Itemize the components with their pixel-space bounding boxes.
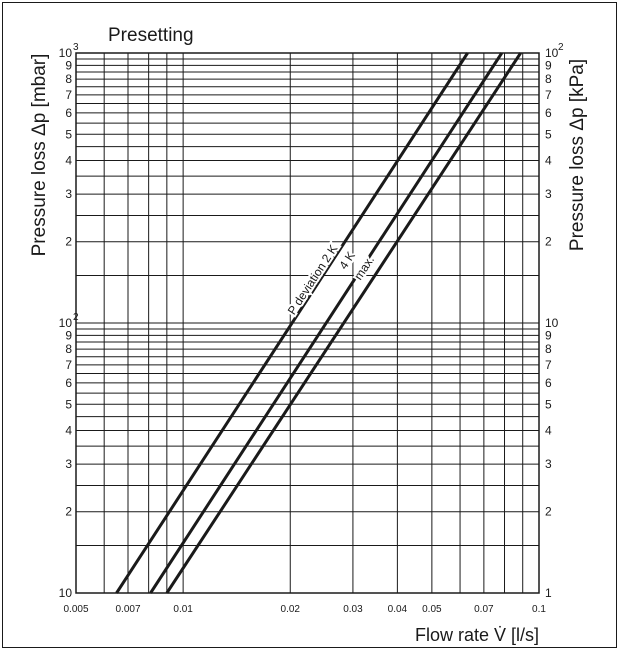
- y-tick-label-right: 7: [545, 358, 552, 372]
- y-tick-label-left: 10: [59, 586, 73, 600]
- y-axis-label-right: Pressure loss Δp [kPa]: [567, 59, 588, 251]
- y-tick-label-right: 4: [545, 153, 552, 167]
- y-tick-label-right: 10: [545, 316, 559, 330]
- y-tick-label-right: 2: [545, 505, 552, 519]
- y-tick-label-left: 7: [65, 88, 72, 102]
- x-tick-label: 0.03: [343, 604, 363, 615]
- y-tick-label-left: 6: [65, 376, 72, 390]
- x-tick-label: 0.04: [388, 604, 408, 615]
- y-tick-label-left: 2: [65, 505, 72, 519]
- y-tick-label-right: 2: [545, 235, 552, 249]
- y-tick-label-right: 10: [545, 46, 559, 60]
- y-tick-label-left: 3: [65, 187, 72, 201]
- y-exponent-left: 2: [73, 312, 79, 323]
- y-tick-label-right: 7: [545, 88, 552, 102]
- x-tick-label: 0.07: [474, 604, 494, 615]
- y-tick-label-right: 3: [545, 457, 552, 471]
- y-tick-label-right: 9: [545, 328, 552, 342]
- y-tick-label-left: 10: [59, 46, 73, 60]
- y-tick-label-left: 3: [65, 457, 72, 471]
- y-exponent-left: 3: [73, 42, 79, 53]
- y-axis-label-left: Pressure loss Δp [mbar]: [29, 54, 50, 257]
- y-tick-label-left: 4: [65, 153, 72, 167]
- y-tick-label-left: 2: [65, 235, 72, 249]
- y-tick-label-right: 3: [545, 187, 552, 201]
- y-tick-label-left: 5: [65, 397, 72, 411]
- y-tick-label-right: 6: [545, 106, 552, 120]
- y-exponent-right: 2: [558, 42, 564, 53]
- y-tick-label-left: 5: [65, 127, 72, 141]
- tick-labels: 0.005 0.007 0.01 0.02 0.03 0.04 0.05 0.07 0.1102…: [59, 42, 564, 615]
- series-label: P deviation 2 K: [285, 242, 341, 317]
- x-axis-label: Flow rate V̇ [l/s]: [415, 625, 539, 645]
- x-tick-label: 0.01: [173, 604, 193, 615]
- series-line: [149, 52, 504, 594]
- x-tick-label: 0.005: [63, 604, 88, 615]
- y-tick-label-right: 1: [545, 586, 552, 600]
- chart-title: Presetting: [108, 25, 194, 46]
- y-tick-label-right: 8: [545, 72, 552, 86]
- y-tick-label-left: 4: [65, 423, 72, 437]
- y-tick-label-left: 7: [65, 358, 72, 372]
- y-tick-label-left: 8: [65, 72, 72, 86]
- series-line: [165, 52, 522, 594]
- y-tick-label-right: 5: [545, 397, 552, 411]
- y-tick-label-right: 6: [545, 376, 552, 390]
- y-tick-label-left: 8: [65, 342, 72, 356]
- series-line: [115, 52, 469, 594]
- y-tick-label-right: 8: [545, 342, 552, 356]
- x-tick-label: 0.02: [281, 604, 301, 615]
- y-tick-label-right: 9: [545, 58, 552, 72]
- y-tick-label-left: 9: [65, 58, 72, 72]
- grid: [75, 52, 540, 594]
- plot-border: [75, 52, 540, 594]
- series-label-group: P deviation 2 K: [283, 240, 343, 319]
- y-tick-label-right: 4: [545, 423, 552, 437]
- x-tick-label: 0.05: [422, 604, 442, 615]
- x-tick-label: 0.007: [115, 604, 140, 615]
- y-tick-label-left: 6: [65, 106, 72, 120]
- x-tick-label: 0.1: [532, 604, 546, 615]
- y-tick-label-left: 10: [59, 316, 73, 330]
- y-tick-label-left: 9: [65, 328, 72, 342]
- y-tick-label-right: 5: [545, 127, 552, 141]
